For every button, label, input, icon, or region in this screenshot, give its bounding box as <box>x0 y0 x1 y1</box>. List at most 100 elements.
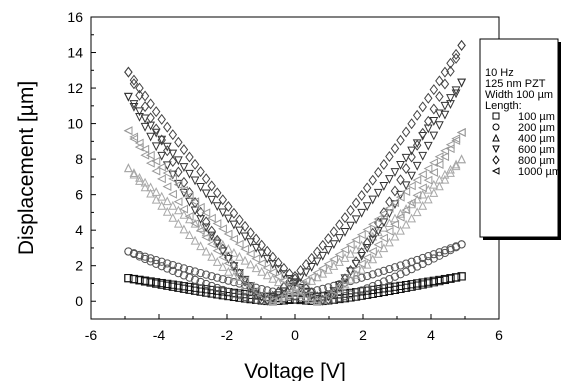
data-point <box>335 219 344 231</box>
data-point <box>135 89 144 101</box>
data-point <box>457 240 466 249</box>
data-point <box>235 226 244 236</box>
data-point <box>251 288 261 300</box>
data-point <box>429 250 438 259</box>
data-point <box>401 153 411 163</box>
data-point <box>412 190 422 200</box>
data-point <box>251 233 261 245</box>
data-point <box>151 106 161 118</box>
data-point <box>295 287 305 297</box>
data-point <box>140 276 150 285</box>
data-point <box>146 98 155 110</box>
data-point <box>263 245 272 257</box>
data-point <box>406 181 416 191</box>
data-point <box>340 273 350 285</box>
data-point <box>262 294 272 304</box>
data-point <box>307 252 316 264</box>
data-point <box>390 142 400 154</box>
data-point <box>374 288 383 298</box>
legend-marker <box>492 155 500 165</box>
data-point <box>351 244 361 254</box>
data-point <box>240 290 250 299</box>
data-point <box>151 166 161 176</box>
data-point <box>151 187 161 196</box>
data-point <box>206 239 216 249</box>
data-point <box>412 139 422 151</box>
data-point <box>140 150 150 160</box>
legend-header-line: Width 100 µm <box>485 89 553 101</box>
data-point <box>168 155 178 167</box>
data-point <box>268 251 278 263</box>
data-point <box>440 110 450 120</box>
data-point <box>184 191 194 201</box>
data-point <box>362 182 372 194</box>
data-point <box>390 219 400 229</box>
data-point <box>434 160 444 170</box>
data-point <box>451 161 461 171</box>
data-point <box>206 213 216 223</box>
data-point <box>140 254 150 264</box>
x-tick-label: 4 <box>427 327 435 343</box>
data-point <box>418 200 428 210</box>
data-point <box>456 128 466 137</box>
data-point <box>445 144 455 154</box>
data-point <box>423 194 433 204</box>
data-point <box>245 249 255 259</box>
data-point <box>340 292 350 301</box>
data-point <box>124 66 133 78</box>
legend-label: 100 µm <box>518 111 555 123</box>
data-point <box>268 273 278 283</box>
data-point <box>173 180 183 190</box>
data-point <box>285 268 294 280</box>
data-point <box>368 270 377 279</box>
data-point <box>179 282 189 291</box>
data-point <box>407 213 417 223</box>
data-point <box>129 274 139 284</box>
data-point <box>135 275 144 284</box>
data-point <box>157 278 166 288</box>
data-point <box>384 226 394 236</box>
data-point <box>418 280 427 289</box>
data-point <box>174 166 183 178</box>
data-point <box>263 286 272 295</box>
data-point <box>146 257 155 266</box>
data-point <box>390 263 400 272</box>
data-point <box>268 267 277 277</box>
data-point <box>407 151 416 163</box>
data-point <box>301 259 311 271</box>
data-point <box>218 262 228 271</box>
data-point <box>340 276 350 286</box>
data-point <box>363 284 372 293</box>
data-point <box>140 144 150 154</box>
data-point <box>140 114 150 124</box>
data-point <box>446 274 455 283</box>
data-point <box>190 197 200 207</box>
data-point <box>179 224 189 234</box>
legend-header-line: 125 nm PZT <box>485 78 546 90</box>
data-point <box>457 39 466 51</box>
legend-marker <box>492 123 500 131</box>
data-point <box>234 270 244 280</box>
data-point <box>429 84 439 96</box>
x-tick-label: 6 <box>495 327 503 343</box>
data-point <box>146 188 156 198</box>
data-point <box>135 250 144 260</box>
data-point <box>223 214 233 224</box>
data-point <box>323 246 333 255</box>
data-point <box>429 278 438 287</box>
data-point <box>395 192 405 202</box>
y-tick-label: 0 <box>75 293 83 309</box>
y-tick-label: 14 <box>67 45 83 61</box>
x-tick-label: -2 <box>221 327 234 343</box>
data-point <box>174 262 183 271</box>
data-point <box>185 230 194 240</box>
data-point <box>412 207 422 217</box>
data-point <box>434 181 444 191</box>
data-point <box>151 123 161 135</box>
data-point <box>435 75 444 87</box>
data-point <box>190 267 200 276</box>
data-point <box>201 173 211 185</box>
data-point <box>229 264 239 274</box>
data-point <box>379 277 388 286</box>
data-point <box>129 74 139 86</box>
